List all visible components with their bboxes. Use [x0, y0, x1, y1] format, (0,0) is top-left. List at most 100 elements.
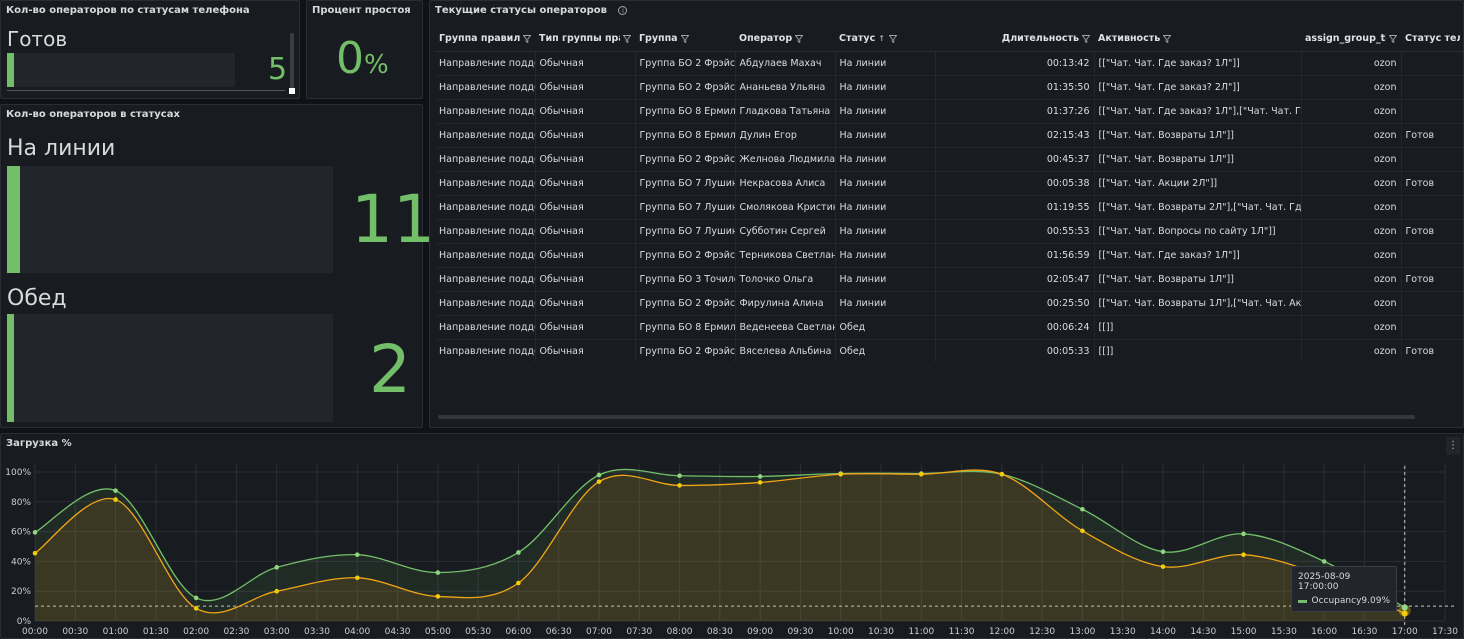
table-cell: ozon	[1301, 291, 1402, 316]
table-row[interactable]: Направление поддержкиОбычнаяГруппа БО 2 …	[435, 339, 1463, 362]
table-scroll-area[interactable]: Группа правил Тип группы прав Группа Операт…	[435, 27, 1463, 362]
column-header[interactable]: Группа	[635, 27, 735, 52]
column-header[interactable]: Тип группы прав	[535, 27, 635, 52]
hover-point	[1401, 610, 1408, 617]
table-row[interactable]: Направление поддержкиОбычнаяГруппа БО 7 …	[435, 195, 1463, 220]
table-cell: 00:05:38	[935, 171, 1095, 196]
table-cell: [["Чат. Чат. Где заказ? 1Л"]]	[1094, 51, 1302, 76]
table-row[interactable]: Направление поддержкиОбычнаяГруппа БО 2 …	[435, 147, 1463, 172]
table-row[interactable]: Направление поддержкиОбычнаяГруппа БО 3 …	[435, 267, 1463, 292]
table-cell: Направление поддержки	[435, 171, 536, 196]
table-cell: Готов	[1401, 267, 1463, 292]
column-header-label: Оператор	[739, 33, 793, 45]
status-bar-track	[7, 53, 235, 87]
column-header[interactable]: assign_group_ticl	[1301, 27, 1401, 52]
table-cell: [["Чат. Чат. Где заказ? 1Л"],["Чат. Чат.…	[1094, 99, 1302, 124]
data-point	[113, 488, 118, 493]
table-cell: 01:35:50	[935, 75, 1095, 100]
column-header[interactable]: Группа правил	[435, 27, 535, 52]
menu-dots-icon[interactable]: ⋮	[1446, 437, 1460, 455]
x-tick-label: 09:00	[747, 627, 773, 637]
filter-icon[interactable]	[888, 34, 898, 44]
x-tick-label: 05:00	[425, 627, 451, 637]
table-cell: Обычная	[535, 123, 636, 148]
status-value: 5	[268, 52, 288, 87]
table-cell: [["Чат. Чат. Возвраты 1Л"]]	[1094, 267, 1302, 292]
phone-status-panel: Кол-во операторов по статусам телефона Г…	[0, 0, 300, 99]
x-tick-label: 11:30	[949, 627, 975, 637]
table-cell: 01:37:26	[935, 99, 1095, 124]
table-row[interactable]: Направление поддержкиОбычнаяГруппа БО 2 …	[435, 243, 1463, 268]
table-cell: ozon	[1301, 315, 1402, 340]
table-cell: Направление поддержки	[435, 123, 536, 148]
x-tick-label: 06:00	[505, 627, 531, 637]
table-cell: Направление поддержки	[435, 267, 536, 292]
sort-ascending-icon[interactable]: ↑	[878, 33, 885, 43]
column-header[interactable]: Статус ↑	[835, 27, 935, 52]
online-bar-fill	[7, 166, 21, 273]
data-point	[516, 580, 521, 586]
data-point	[838, 471, 844, 477]
table-row[interactable]: Направление поддержкиОбычнаяГруппа БО 8 …	[435, 123, 1463, 148]
table-cell: Обычная	[535, 75, 636, 100]
filter-icon[interactable]	[1388, 34, 1397, 44]
table-cell: [["Чат. Чат. Где заказ? 2Л"]]	[1094, 75, 1302, 100]
table-row[interactable]: Направление поддержкиОбычнаяГруппа БО 2 …	[435, 51, 1463, 76]
horizontal-rule	[7, 90, 285, 91]
table-row[interactable]: Направление поддержкиОбычнаяГруппа БО 8 …	[435, 99, 1463, 124]
x-tick-label: 14:00	[1150, 627, 1176, 637]
data-point	[596, 472, 602, 478]
x-tick-label: 16:00	[1311, 627, 1337, 637]
column-header[interactable]: Оператор	[735, 27, 835, 52]
filter-icon[interactable]	[1081, 34, 1090, 44]
table-cell: Направление поддержки	[435, 315, 536, 340]
hover-point	[1401, 604, 1408, 611]
scroll-handle[interactable]	[289, 88, 295, 94]
table-cell: Веденеева Светлана	[735, 315, 836, 340]
table-row[interactable]: Направление поддержкиОбычнаяГруппа БО 2 …	[435, 291, 1463, 316]
series-area	[35, 469, 1405, 621]
table-cell	[1401, 75, 1463, 100]
vertical-scrollbar[interactable]	[290, 33, 294, 91]
table-row[interactable]: Направление поддержкиОбычнаяГруппа БО 7 …	[435, 171, 1463, 196]
tooltip-value: 9.09%	[1361, 596, 1390, 606]
table-cell: Группа БО 2 Фрэйс Кирилл	[635, 51, 736, 76]
table-cell: ozon	[1301, 339, 1402, 362]
data-point	[113, 497, 118, 502]
x-tick-label: 03:00	[264, 627, 290, 637]
table-cell: ozon	[1301, 267, 1402, 292]
x-tick-label: 07:00	[586, 627, 612, 637]
table-cell: [[]]	[1094, 315, 1302, 340]
data-point	[32, 550, 38, 556]
column-header[interactable]: Статус теле	[1401, 27, 1463, 52]
table-cell: Обычная	[535, 315, 636, 340]
table-cell: Обычная	[535, 339, 636, 362]
table-cell: ozon	[1301, 99, 1402, 124]
horizontal-scrollbar[interactable]	[438, 415, 1415, 419]
tooltip-time: 2025-08-09 17:00:00	[1298, 572, 1351, 592]
table-cell: Группа БО 8 Ермилов	[635, 315, 736, 340]
info-icon[interactable]: i	[618, 6, 628, 15]
x-tick-label: 11:00	[908, 627, 934, 637]
table-cell: Группа БО 3 Точилова	[635, 267, 736, 292]
filter-icon[interactable]	[680, 34, 690, 44]
table-row[interactable]: Направление поддержкиОбычнаяГруппа БО 8 …	[435, 315, 1463, 340]
operators-table: Группа правил Тип группы прав Группа Операт…	[435, 27, 1463, 362]
column-header[interactable]: Длительность	[935, 27, 1094, 52]
table-row[interactable]: Направление поддержкиОбычнаяГруппа БО 2 …	[435, 75, 1463, 100]
y-axis: 0% 20% 40% 60% 80% 100%	[5, 468, 31, 627]
filter-icon[interactable]	[522, 34, 531, 44]
chart-points	[32, 471, 1411, 617]
table-cell: Направление поддержки	[435, 195, 536, 220]
table-cell: [["Чат. Чат. Возвраты 1Л"],["Чат. Чат. А…	[1094, 291, 1302, 316]
column-header[interactable]: Активность	[1094, 27, 1301, 52]
table-row[interactable]: Направление поддержкиОбычнаяГруппа БО 7 …	[435, 219, 1463, 244]
lunch-bar-track	[7, 314, 333, 422]
table-cell: Группа БО 2 Фрэйс Кирилл	[635, 75, 736, 100]
filter-icon[interactable]	[794, 34, 804, 44]
filter-icon[interactable]	[1162, 34, 1172, 44]
filter-icon[interactable]	[622, 34, 631, 44]
table-cell: ozon	[1301, 75, 1402, 100]
y-tick-label: 60%	[11, 528, 31, 538]
table-cell: Обед	[835, 339, 936, 362]
